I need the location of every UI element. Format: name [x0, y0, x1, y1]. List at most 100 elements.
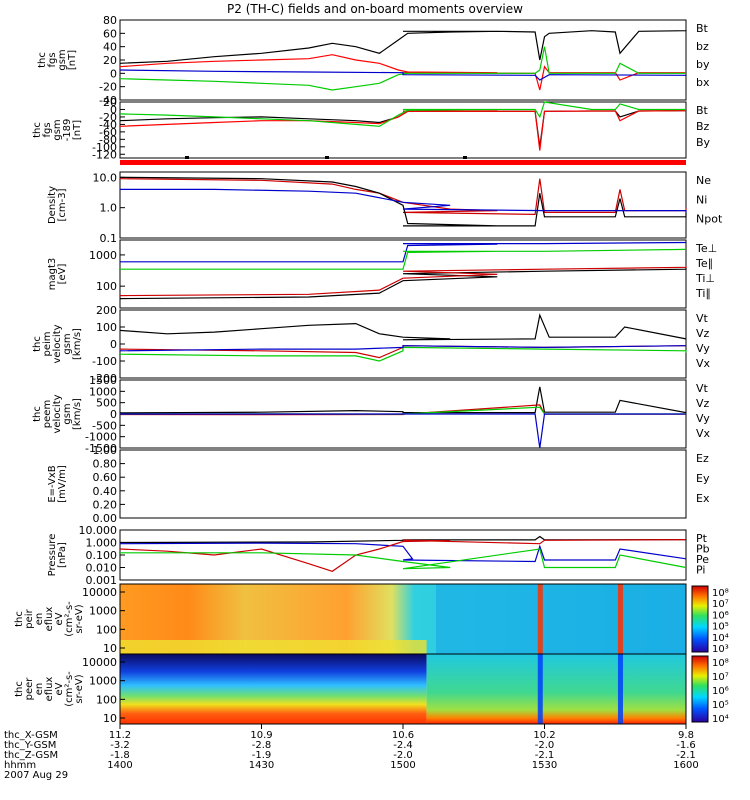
y-axis-label-line: (cm²-s- [64, 601, 75, 637]
y-tick-label: 10 [103, 712, 117, 725]
panel-peim_v: 200 100 0 -100 -200 thc peim velocity gsm [km/s] V… [32, 304, 711, 385]
colorbar-tick-label: 10⁸ [712, 658, 729, 669]
y-axis-label-line: sr-eV) [74, 674, 85, 703]
y-axis-label-line: peem [42, 400, 53, 428]
colorbar-tick-label: 10⁶ [712, 610, 729, 621]
y-tick-label: 200 [96, 304, 117, 317]
y-axis-label-line: E=-VxB [47, 465, 58, 502]
x-tick-label: 9.8 [678, 730, 694, 741]
colorbar-tick-label: 10⁷ [712, 672, 729, 683]
y-axis-label: Density [cm-3] [47, 186, 68, 224]
y-tick-label: 10.000 [79, 524, 118, 537]
x-tick-label: -2.0 [535, 740, 555, 751]
x-tick-label: -2.0 [393, 750, 413, 761]
y-tick-label: 0.20 [93, 498, 118, 511]
y-tick-label: -80 [99, 133, 117, 146]
mode-marker [185, 156, 189, 159]
x-tick-label: -2.1 [535, 750, 555, 761]
colorbar-tick-label: 10⁴ [712, 714, 729, 725]
legend-entry: Vy [696, 342, 710, 355]
y-tick-label: -100 [92, 141, 117, 154]
y-axis-label-line: Density [47, 186, 58, 224]
y-tick-label: 1500 [89, 374, 117, 387]
y-tick-label: 10.0 [93, 171, 118, 184]
x-tick-label: 1400 [107, 760, 132, 771]
y-tick-label: 0.40 [93, 485, 118, 498]
spectrogram-burst [537, 654, 543, 724]
y-axis-label-line: [nT] [67, 50, 78, 70]
x-row-label: thc_Z-GSM [4, 750, 58, 761]
y-axis-label-line: thc [37, 52, 48, 68]
colorbar [691, 655, 709, 723]
legend-entry: by [696, 58, 710, 71]
x-tick-label: 11.2 [109, 730, 131, 741]
legend-entry: Pt [696, 532, 708, 545]
colorbar-tick-label: 10⁶ [712, 686, 729, 697]
spectrogram-image [120, 654, 427, 724]
y-axis-label-line: peim [42, 331, 53, 356]
legend-entry: Bz [696, 120, 710, 133]
y-axis-label-line: eflux [44, 677, 55, 702]
x-tick-label: 10.6 [392, 730, 414, 741]
y-tick-label: 1.0 [100, 202, 118, 215]
panel-frame [119, 19, 687, 101]
y-tick-label: 60 [103, 27, 117, 40]
legend-entry: Vz [696, 397, 710, 410]
x-tick-label: 1600 [673, 760, 698, 771]
series-line-bx [119, 69, 687, 81]
x-tick-label: 1500 [390, 760, 415, 771]
y-axis-label-line: gsm [62, 333, 73, 354]
x-tick-label: -2.8 [252, 740, 272, 751]
y-axis-label-line: en [34, 683, 45, 696]
series-line-Te∥ [119, 267, 687, 300]
series-line-Pb [119, 538, 687, 572]
y-tick-label: 100 [96, 693, 117, 706]
y-tick-label: 1000 [89, 605, 117, 618]
y-axis-label-line: eflux [44, 607, 55, 632]
y-axis-label-line: peir [24, 608, 35, 628]
series-line-Vt [119, 313, 687, 341]
y-tick-label: -20 [99, 81, 117, 94]
y-tick-label: 40 [103, 41, 117, 54]
spectrogram-image [426, 654, 686, 724]
y-tick-label: 20 [103, 54, 117, 67]
series-line-Vx [119, 345, 687, 352]
panel-temps: 1000 100 magt3 [eV] Te⊥ Te∥ Ti⊥ Ti∥ [47, 239, 717, 309]
panel-frame [119, 171, 687, 239]
series-line-Npot [120, 188, 687, 213]
colorbar-tick-label: 10⁷ [712, 599, 729, 610]
mode-marker [463, 156, 467, 159]
colorbar-tick-label: 10⁸ [712, 588, 729, 599]
series-line-bz [119, 54, 686, 91]
legend-entry: Ex [696, 492, 710, 505]
date-label: 2007 Aug 29 [4, 770, 68, 781]
legend-entry: Vx [696, 427, 711, 440]
y-tick-label: 0.00 [93, 512, 118, 525]
y-axis-label-line: fgs [47, 52, 58, 67]
series-line-Te⊥ [119, 265, 687, 297]
y-tick-label: 0 [110, 338, 117, 351]
legend-entry: Vt [696, 382, 709, 395]
y-axis-label: magt3 [eV] [47, 258, 68, 291]
y-axis-label-line: [cm-3] [57, 188, 68, 221]
y-axis-label: thc fgs gsm [nT] [37, 49, 78, 70]
y-axis-label-line: -189 [62, 119, 73, 142]
y-tick-label: 10 [103, 642, 117, 655]
y-axis-label: thc peir en eflux eV (cm²-s-sr-eV) [14, 601, 85, 637]
y-axis-label-line: Pressure [47, 534, 58, 577]
panel-frame [119, 449, 687, 519]
y-tick-label: -20 [99, 111, 117, 124]
panel-frame [119, 239, 687, 309]
y-axis-label-line: [km/s] [72, 398, 83, 430]
series-line-Pe [120, 548, 687, 570]
spectrogram-burst [617, 654, 623, 724]
series-line-By [119, 101, 686, 127]
colorbar-tick-label: 10³ [712, 644, 729, 655]
spectrogram-peir: 10000 1000 100 10 thc peir en eflux eV (cm²-s-sr-… [14, 583, 729, 655]
series-line-Pi [119, 542, 687, 563]
y-axis-label-line: sr-eV) [74, 604, 85, 633]
legend-entry: Vt [696, 312, 709, 325]
